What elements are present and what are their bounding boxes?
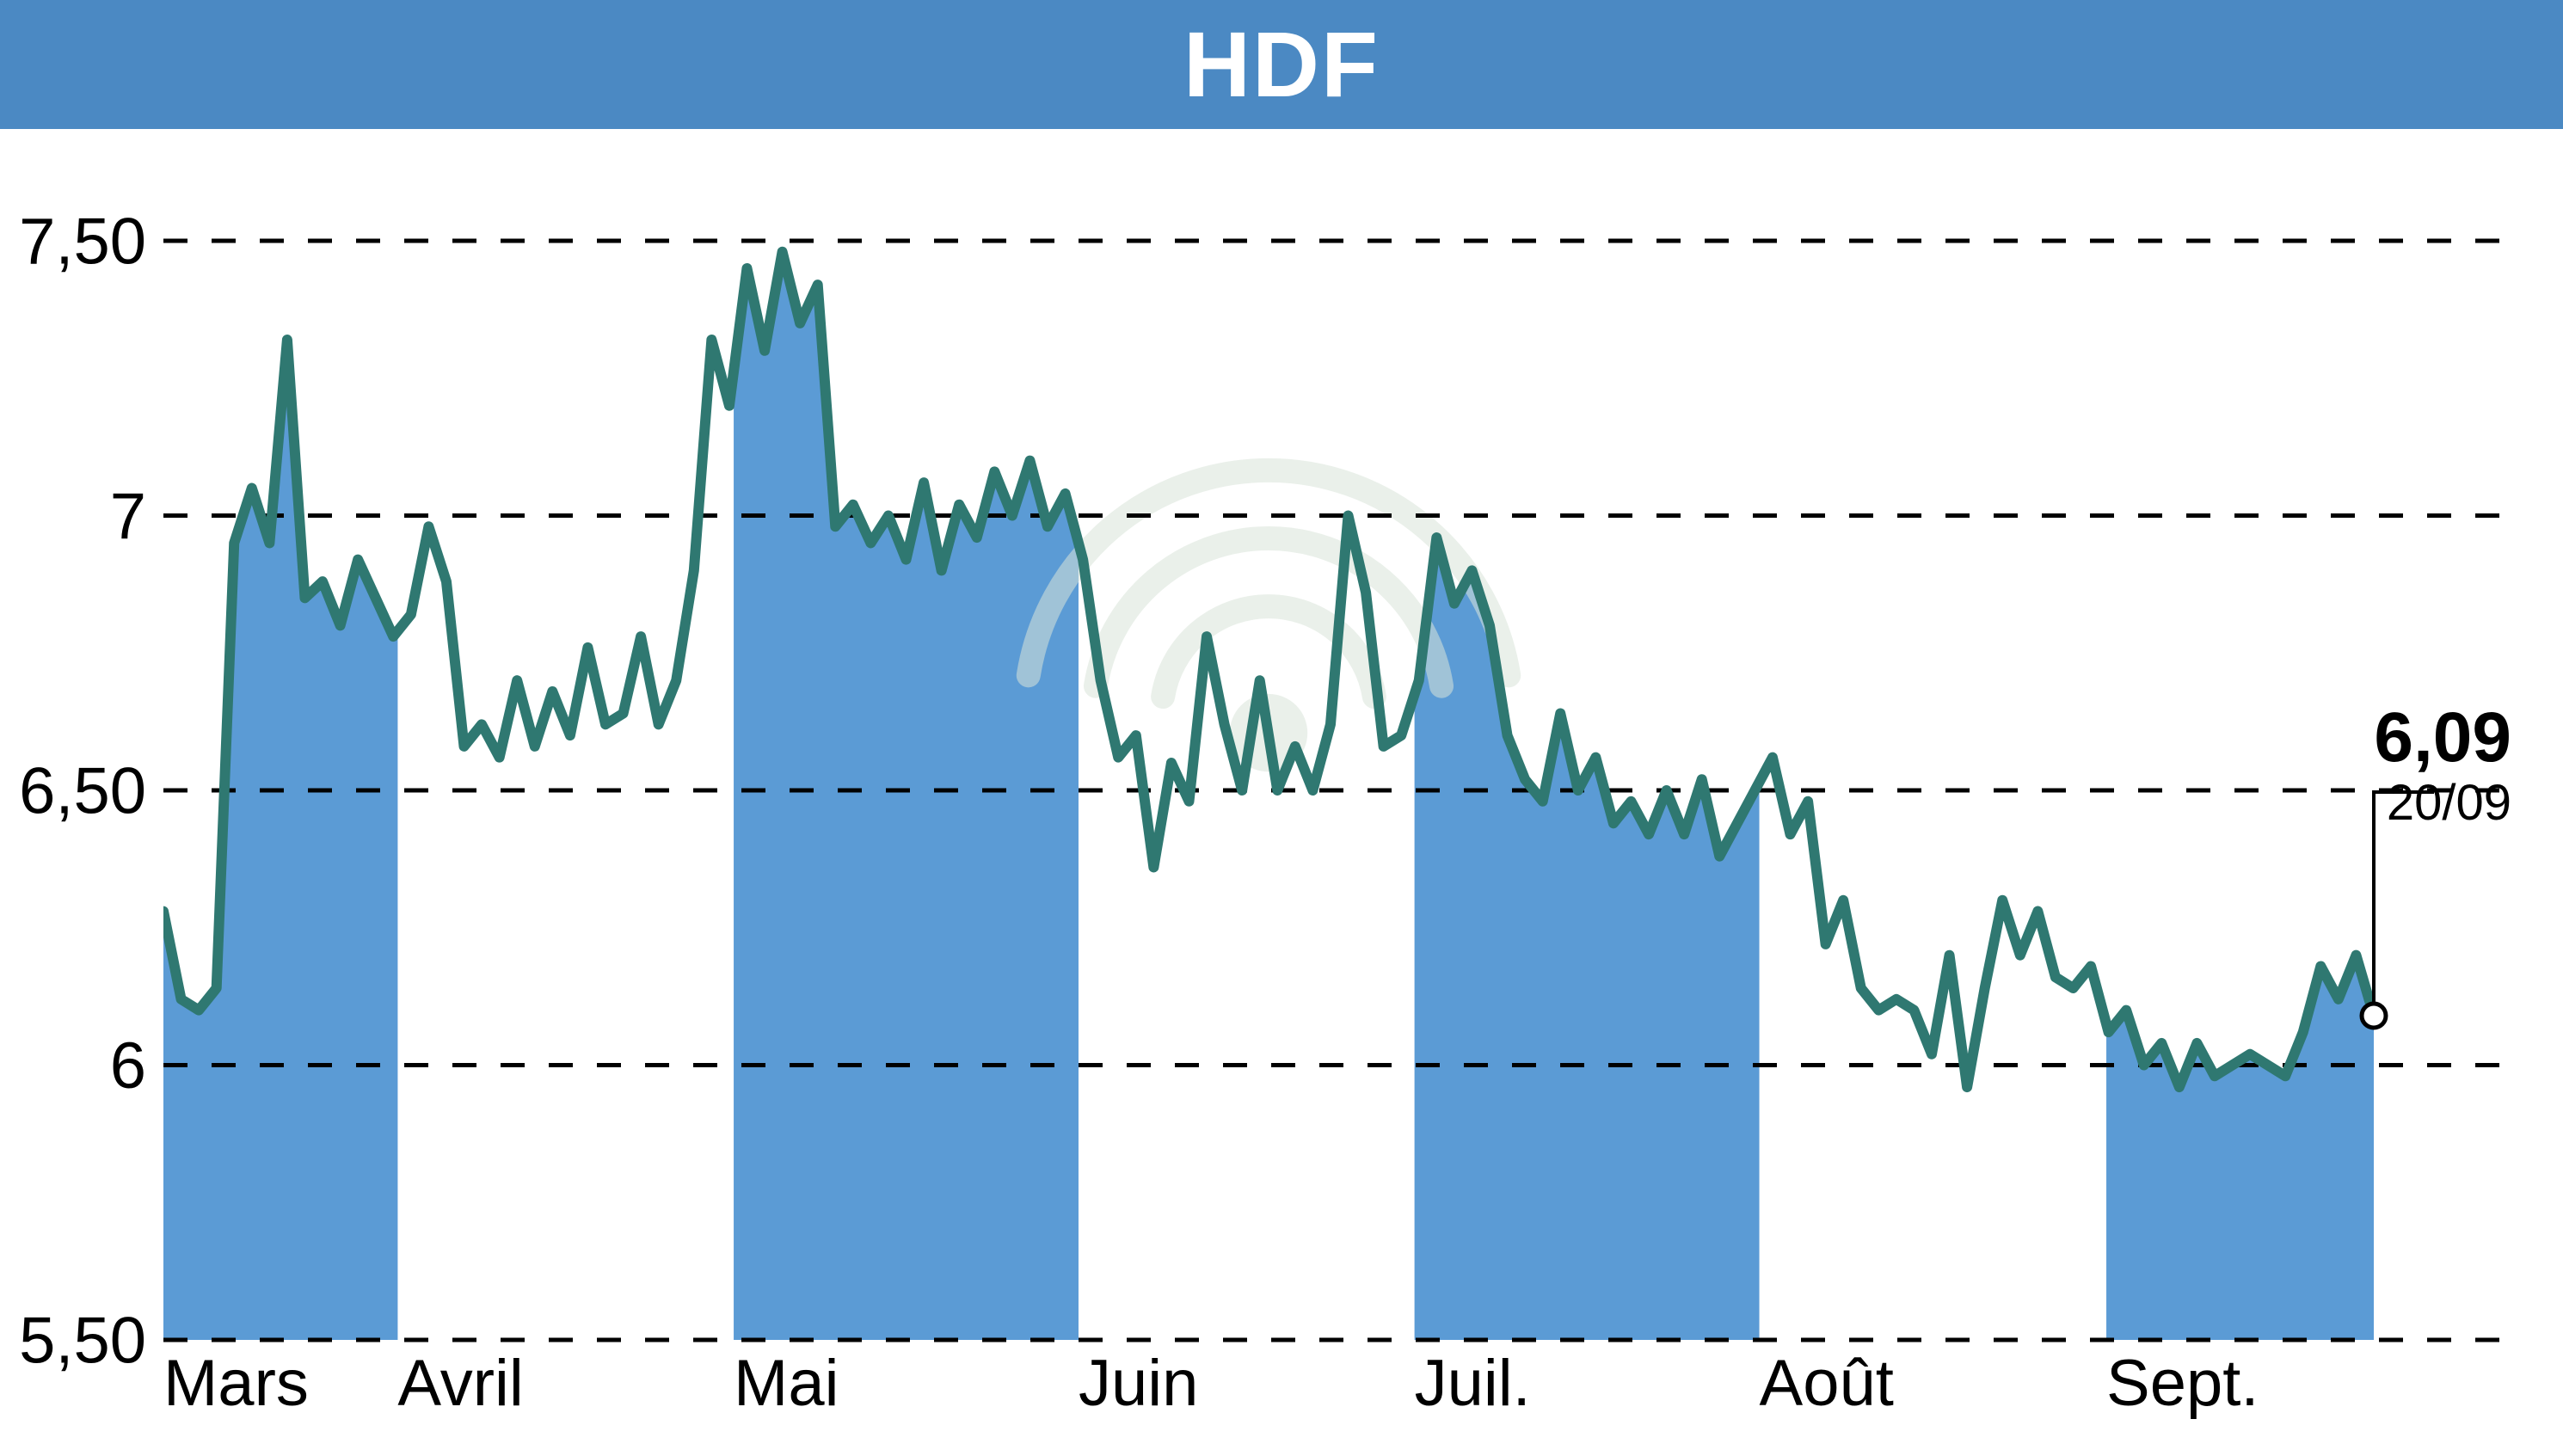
y-tick-label: 6,50 [19, 755, 146, 828]
price-series [163, 252, 2374, 1087]
y-axis-labels: 5,50 6 6,50 7 7,50 [19, 206, 146, 1378]
x-tick-label: Juil. [1415, 1347, 1531, 1420]
chart-svg: 5,50 6 6,50 7 7,50 Mars Avril Mai Juin Juil. Août S… [0, 0, 2563, 1456]
x-tick-label: Mars [163, 1347, 309, 1420]
chart-plot-area: 5,50 6 6,50 7 7,50 Mars Avril Mai Juin Juil. Août S… [0, 129, 2563, 1456]
x-axis-labels: Mars Avril Mai Juin Juil. Août Sept. [163, 1347, 2259, 1420]
x-tick-label: Avril [397, 1347, 523, 1420]
y-tick-label: 7,50 [19, 206, 146, 279]
y-tick-label: 7 [110, 480, 146, 553]
month-shading [163, 206, 2374, 1340]
last-point-marker [2362, 1004, 2386, 1028]
last-value-label: 6,09 [2374, 698, 2511, 777]
x-tick-label: Sept. [2106, 1347, 2259, 1420]
x-tick-label: Juin [1079, 1347, 1198, 1420]
last-point-annotation: 6,0920/09 [2362, 698, 2511, 1028]
last-date-label: 20/09 [2387, 775, 2511, 831]
chart-container: HDF 5,5066,5077,50MarsAvrilMaiJuinJuil.A… [0, 0, 2563, 1456]
x-tick-label: Août [1760, 1347, 1894, 1420]
y-tick-label: 5,50 [19, 1305, 146, 1378]
y-tick-label: 6 [110, 1029, 146, 1103]
x-tick-label: Mai [734, 1347, 839, 1420]
